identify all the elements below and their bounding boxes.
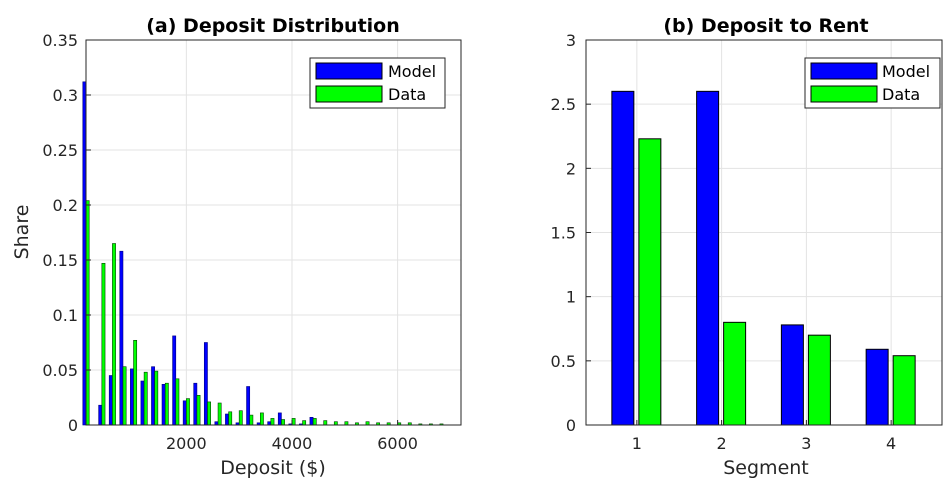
bar-model xyxy=(108,375,113,426)
chart-title: (a) Deposit Distribution xyxy=(146,15,400,37)
bar-data xyxy=(807,334,831,426)
y-tick-label: 3 xyxy=(566,31,576,50)
bar-model xyxy=(151,366,155,426)
bar-model xyxy=(225,413,229,426)
bar-data xyxy=(196,394,201,426)
x-tick-label: 6000 xyxy=(377,434,418,453)
bar-model xyxy=(140,380,145,426)
x-tick-label: 1 xyxy=(632,434,642,453)
y-tick-label: 1 xyxy=(566,288,576,307)
bar-model xyxy=(98,404,103,426)
bar-model xyxy=(277,412,282,426)
y-tick-label: 0.05 xyxy=(42,361,78,380)
bar-data xyxy=(281,419,285,426)
legend-label-data: Data xyxy=(388,85,426,104)
bar-data xyxy=(217,402,222,426)
bar-model xyxy=(130,368,134,426)
y-tick-label: 0.1 xyxy=(53,306,78,325)
y-tick-label: 0 xyxy=(566,416,576,435)
legend-label-model: Model xyxy=(388,62,436,81)
x-tick-label: 2000 xyxy=(166,434,207,453)
bar-model xyxy=(161,383,166,426)
bar-data xyxy=(270,418,275,426)
bar-model xyxy=(246,386,251,426)
plot-frame xyxy=(85,39,462,426)
legend-label-data: Data xyxy=(882,85,920,104)
x-tick-label: 3 xyxy=(801,434,811,453)
chart-deposit-distribution: 0 0.05 0.1 0.15 0.2 0.25 0.3 0.35 2000 4000 6000 (… xyxy=(11,15,462,478)
bar-model xyxy=(611,90,635,426)
bar-model xyxy=(780,324,804,426)
bar-data xyxy=(112,243,116,426)
y-tick-label: 2.5 xyxy=(551,95,576,114)
legend-swatch-data xyxy=(810,85,878,103)
y-tick-label: 0 xyxy=(68,416,78,435)
x-axis-label: Segment xyxy=(723,457,809,478)
bar-data xyxy=(723,321,747,426)
bar-model xyxy=(865,348,889,426)
bar-data xyxy=(122,366,127,426)
bar-data xyxy=(133,339,138,426)
y-axis-label: Share xyxy=(11,205,33,260)
x-tick-label: 4000 xyxy=(272,434,313,453)
y-tick-label: 2 xyxy=(566,159,576,178)
legend: Model Data xyxy=(804,57,941,109)
bar-data xyxy=(302,420,307,426)
bar-data xyxy=(238,410,243,426)
legend-swatch-data xyxy=(315,85,383,103)
bar-model xyxy=(193,382,198,426)
x-tick-label: 2 xyxy=(717,434,727,453)
y-tick-label: 0.35 xyxy=(42,31,78,50)
x-tick-label: 4 xyxy=(886,434,896,453)
legend-label-model: Model xyxy=(882,62,930,81)
legend-swatch-model xyxy=(315,62,383,80)
bar-data xyxy=(175,378,180,426)
bar-model xyxy=(203,342,208,426)
y-tick-label: 1.5 xyxy=(551,224,576,243)
x-axis-label: Deposit ($) xyxy=(220,457,326,478)
bar-data xyxy=(164,382,169,426)
bar-model xyxy=(309,416,314,426)
chart-deposit-to-rent: 0 0.5 1 1.5 2 2.5 3 1 2 3 4 (b) Deposit to Rent Se… xyxy=(551,15,943,478)
bar-data xyxy=(638,138,662,426)
y-tick-label: 0.3 xyxy=(53,86,78,105)
y-tick-label: 0.2 xyxy=(53,196,78,215)
bar-model xyxy=(119,250,124,426)
bar-data xyxy=(259,412,264,426)
bar-data xyxy=(312,418,317,426)
bar-data xyxy=(228,411,233,426)
bar-data xyxy=(143,371,148,426)
y-tick-label: 0.25 xyxy=(42,141,78,160)
bar-model xyxy=(172,335,177,426)
y-tick-label: 0.5 xyxy=(551,352,576,371)
bar-data xyxy=(249,414,254,426)
bar-data xyxy=(101,262,106,426)
bar-data xyxy=(154,370,159,426)
y-tick-label: 0.15 xyxy=(42,251,78,270)
bar-data xyxy=(892,355,916,426)
bar-data xyxy=(207,401,211,426)
legend-swatch-model xyxy=(810,62,878,80)
legend: Model Data xyxy=(309,57,446,109)
chart-title: (b) Deposit to Rent xyxy=(663,15,868,37)
bar-data xyxy=(323,420,328,426)
bar-model xyxy=(696,90,720,426)
